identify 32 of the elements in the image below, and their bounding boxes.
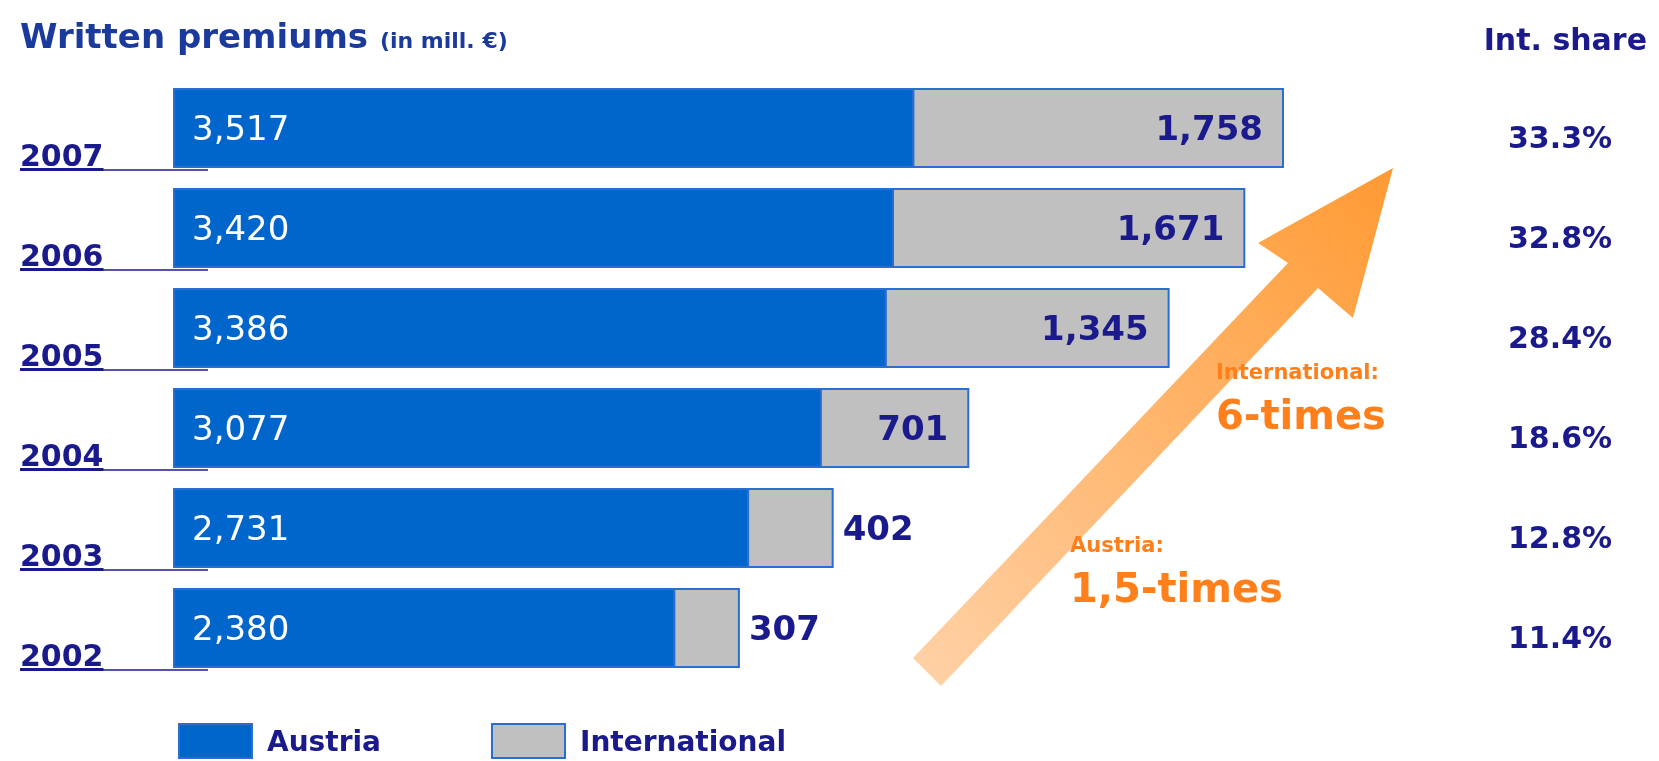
text: 32.8%	[1508, 220, 1613, 255]
data-label: 1,345	[1041, 307, 1149, 348]
text: 12.8%	[1508, 520, 1613, 555]
data-label: 1,758	[1155, 107, 1263, 148]
annotation: Austria:	[1070, 533, 1164, 557]
text: Int. share	[1483, 22, 1647, 57]
text: 11.4%	[1508, 620, 1613, 655]
text: 33.3%	[1508, 120, 1613, 155]
annotation: 1,5-times	[1070, 565, 1283, 611]
data-label: 3,386	[192, 307, 290, 348]
y-tick-label: 2007	[20, 138, 104, 173]
chart-title: Written premiums	[20, 16, 369, 56]
legend-label: Austria	[267, 724, 381, 758]
data-label: 3,517	[192, 107, 290, 148]
data-label: 3,077	[192, 407, 290, 448]
text: 28.4%	[1508, 320, 1613, 355]
annotation: 6-times	[1216, 392, 1386, 438]
data-label: 3,420	[192, 207, 290, 248]
data-label: 307	[748, 607, 820, 648]
y-tick-label: 2004	[20, 438, 104, 473]
y-tick-label: 2006	[20, 238, 104, 273]
y-tick-label: 2005	[20, 338, 104, 373]
chart-subtitle: (in mill. €)	[379, 28, 508, 53]
legend-label: International	[579, 724, 786, 758]
data-label: 2,380	[192, 607, 290, 648]
y-tick-label: 2002	[20, 638, 104, 673]
data-label: 1,671	[1116, 207, 1225, 248]
text: 18.6%	[1508, 420, 1613, 455]
data-label: 2,731	[192, 507, 290, 548]
data-label: 701	[877, 407, 949, 448]
data-label: 402	[842, 507, 914, 548]
y-tick-label: 2003	[20, 538, 104, 573]
